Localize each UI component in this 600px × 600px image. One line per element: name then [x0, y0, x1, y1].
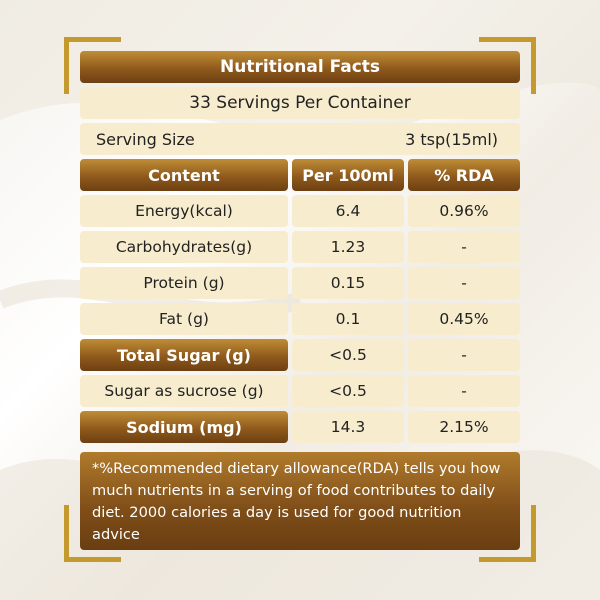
row-per100: 1.23 — [292, 231, 404, 263]
corner-bracket-bottom-right — [479, 505, 536, 562]
serving-size-label: Serving Size — [96, 129, 195, 149]
row-name-highlight: Sodium (mg) — [80, 411, 288, 443]
row-name: Fat (g) — [80, 303, 288, 335]
header-content: Content — [80, 159, 288, 191]
row-per100: 0.15 — [292, 267, 404, 299]
serving-size-row: Serving Size 3 tsp(15ml) — [80, 123, 520, 155]
corner-bracket-bottom-left — [64, 505, 121, 562]
row-rda: 0.45% — [408, 303, 520, 335]
row-name-highlight: Total Sugar (g) — [80, 339, 288, 371]
label-title: Nutritional Facts — [80, 51, 520, 83]
header-rda: % RDA — [408, 159, 520, 191]
row-name: Protein (g) — [80, 267, 288, 299]
row-rda: 0.96% — [408, 195, 520, 227]
corner-bracket-top-right — [479, 37, 536, 94]
servings-per-container: 33 Servings Per Container — [80, 87, 520, 119]
row-per100: 0.1 — [292, 303, 404, 335]
row-rda: - — [408, 339, 520, 371]
corner-bracket-top-left — [64, 37, 121, 94]
row-name: Carbohydrates(g) — [80, 231, 288, 263]
row-rda: - — [408, 267, 520, 299]
row-name: Sugar as sucrose (g) — [80, 375, 288, 407]
row-per100: 6.4 — [292, 195, 404, 227]
row-rda: - — [408, 231, 520, 263]
rda-footnote: *%Recommended dietary allowance(RDA) tel… — [80, 452, 520, 550]
row-per100: <0.5 — [292, 339, 404, 371]
row-rda: 2.15% — [408, 411, 520, 443]
header-per-100ml: Per 100ml — [292, 159, 404, 191]
row-per100: 14.3 — [292, 411, 404, 443]
row-name: Energy(kcal) — [80, 195, 288, 227]
row-per100: <0.5 — [292, 375, 404, 407]
row-rda: - — [408, 375, 520, 407]
serving-size-value: 3 tsp(15ml) — [405, 129, 498, 149]
